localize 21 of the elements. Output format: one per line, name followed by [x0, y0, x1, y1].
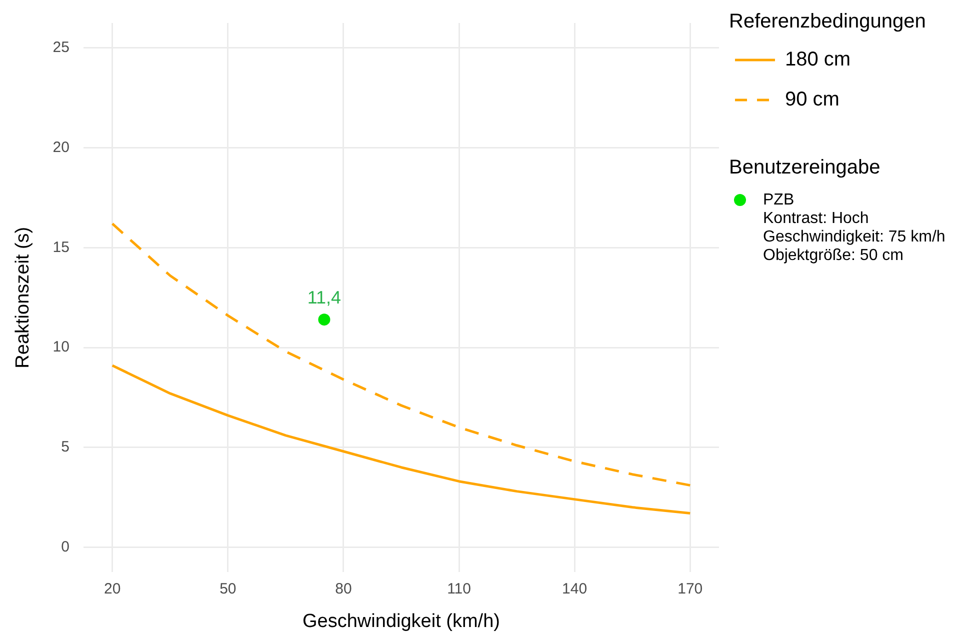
- x-tick-label: 170: [678, 580, 703, 598]
- y-tick-label: 25: [52, 39, 70, 56]
- legend-label: PZB Kontrast: Hoch Geschwindigkeit: 75 km/h Objektgröße: 50 cm: [763, 191, 946, 264]
- y-tick-label: 20: [52, 138, 70, 156]
- y-tick-label: 15: [52, 238, 70, 256]
- text: Benutzereingabe: [729, 156, 880, 179]
- data-label: 11,4: [307, 288, 342, 308]
- x-axis-title: Geschwindigkeit (km/h): [302, 610, 500, 632]
- legend-title: Referenzbedingungen: [729, 10, 926, 33]
- x-tick-label: 20: [104, 580, 121, 598]
- x-tick-label: 140: [562, 580, 588, 598]
- x-tick-label: 50: [220, 580, 236, 598]
- y-tick-label: 0: [61, 538, 70, 556]
- legend-label: 180 cm: [785, 48, 851, 71]
- legend-label: 90 cm: [785, 88, 840, 111]
- x-tick-label: 80: [335, 580, 352, 598]
- line-series: [111, 222, 692, 487]
- x-tick-label: 110: [447, 580, 471, 598]
- y-tick-label: 5: [61, 438, 70, 456]
- y-tick-label: 10: [52, 338, 70, 356]
- y-axis-title: Reaktionszeit (s): [12, 226, 34, 368]
